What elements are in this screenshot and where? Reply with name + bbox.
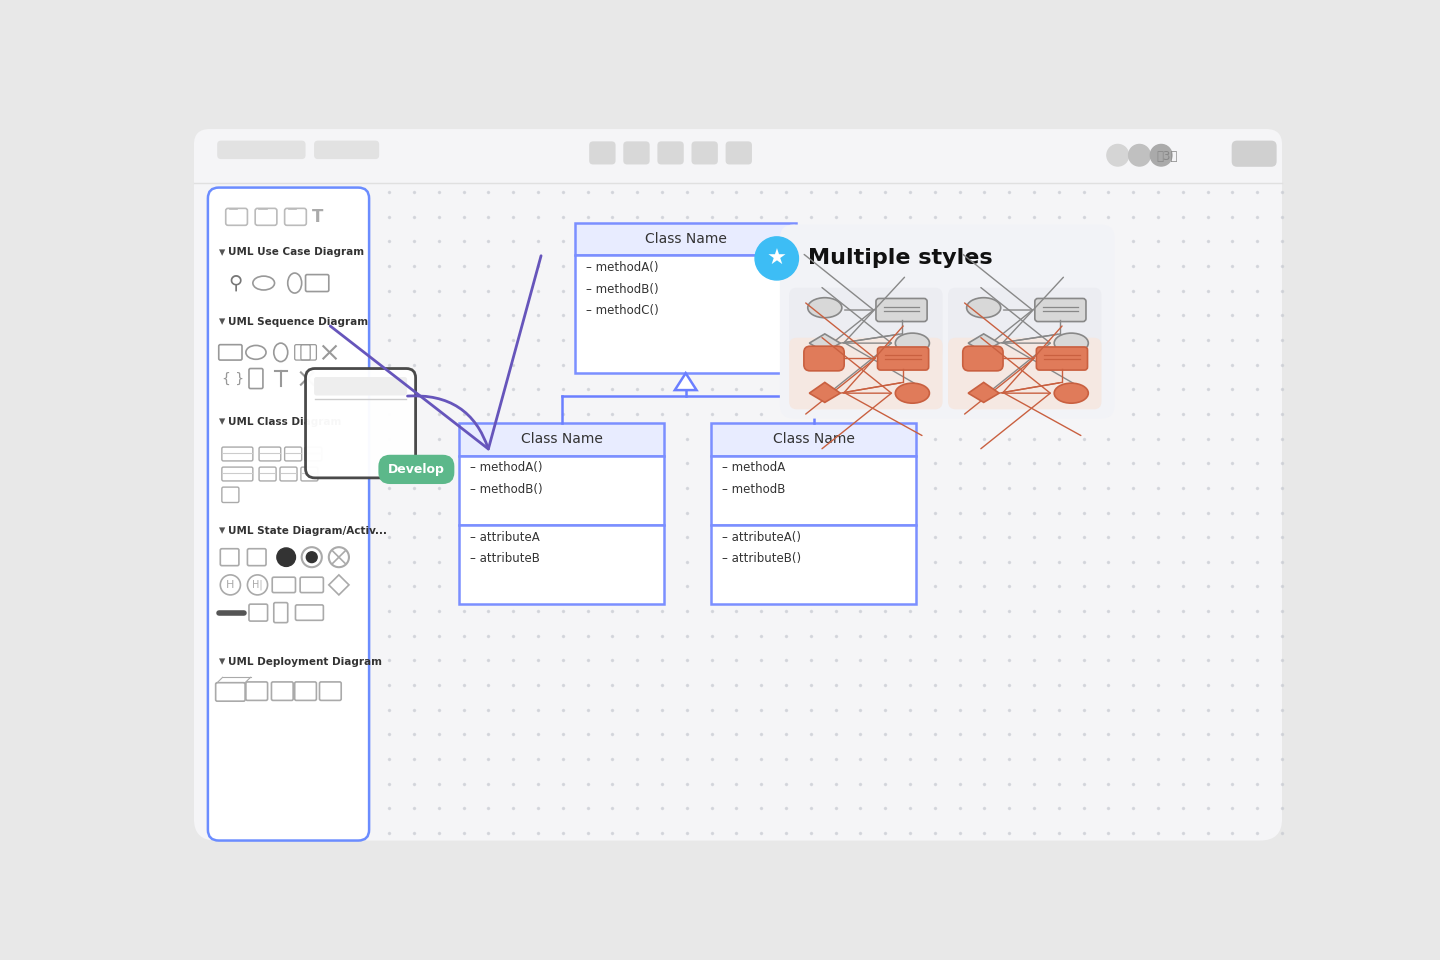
- FancyBboxPatch shape: [589, 141, 615, 164]
- FancyBboxPatch shape: [314, 140, 379, 159]
- FancyBboxPatch shape: [575, 255, 796, 373]
- Polygon shape: [809, 334, 841, 352]
- FancyBboxPatch shape: [459, 423, 664, 456]
- Text: UML Deployment Diagram: UML Deployment Diagram: [228, 657, 382, 667]
- Text: Multiple styles: Multiple styles: [808, 249, 992, 269]
- Text: Class Name: Class Name: [645, 232, 727, 246]
- Text: – methodA(): – methodA(): [586, 261, 658, 275]
- Text: Class Name: Class Name: [521, 432, 602, 446]
- Polygon shape: [968, 334, 999, 352]
- Text: UML State Diagram/Activ...: UML State Diagram/Activ...: [228, 526, 387, 536]
- FancyBboxPatch shape: [379, 455, 455, 484]
- Text: ▾: ▾: [219, 524, 225, 538]
- Text: Class Name: Class Name: [773, 432, 854, 446]
- Text: ▾: ▾: [219, 656, 225, 668]
- Ellipse shape: [896, 383, 929, 403]
- Text: UML Use Case Diagram: UML Use Case Diagram: [228, 248, 364, 257]
- Text: UML Sequence Diagram: UML Sequence Diagram: [228, 317, 369, 326]
- Text: Develop: Develop: [387, 463, 445, 476]
- Text: – methodB: – methodB: [721, 483, 785, 496]
- Ellipse shape: [1054, 383, 1089, 403]
- FancyBboxPatch shape: [948, 288, 1102, 359]
- Ellipse shape: [808, 298, 842, 318]
- Ellipse shape: [966, 298, 1001, 318]
- FancyBboxPatch shape: [789, 288, 943, 359]
- Text: – attributeA(): – attributeA(): [721, 531, 801, 543]
- Polygon shape: [675, 373, 697, 390]
- FancyBboxPatch shape: [1231, 140, 1277, 167]
- Text: ★: ★: [766, 249, 786, 269]
- FancyBboxPatch shape: [726, 141, 752, 164]
- Circle shape: [276, 548, 295, 566]
- Text: T: T: [312, 208, 324, 226]
- FancyBboxPatch shape: [1035, 299, 1086, 322]
- Text: { }: { }: [222, 372, 243, 386]
- FancyBboxPatch shape: [314, 377, 408, 396]
- FancyBboxPatch shape: [804, 347, 844, 371]
- FancyBboxPatch shape: [877, 347, 929, 370]
- FancyBboxPatch shape: [780, 225, 1115, 419]
- Text: – attributeA: – attributeA: [469, 531, 540, 543]
- FancyBboxPatch shape: [963, 347, 1004, 371]
- FancyBboxPatch shape: [217, 140, 305, 159]
- FancyBboxPatch shape: [658, 141, 684, 164]
- Circle shape: [1129, 144, 1151, 166]
- Circle shape: [307, 552, 317, 563]
- Ellipse shape: [1054, 333, 1089, 353]
- Text: H|: H|: [252, 580, 264, 590]
- Circle shape: [755, 237, 798, 280]
- FancyBboxPatch shape: [459, 525, 664, 604]
- FancyBboxPatch shape: [1037, 347, 1087, 370]
- Text: 共3人: 共3人: [1156, 151, 1178, 163]
- FancyBboxPatch shape: [194, 129, 1282, 841]
- Polygon shape: [809, 382, 841, 402]
- Circle shape: [1151, 144, 1172, 166]
- Text: ⚲: ⚲: [229, 274, 243, 293]
- FancyBboxPatch shape: [789, 338, 943, 409]
- FancyBboxPatch shape: [624, 141, 649, 164]
- FancyBboxPatch shape: [948, 338, 1102, 409]
- Text: – methodB(): – methodB(): [469, 483, 543, 496]
- Polygon shape: [968, 382, 999, 402]
- FancyBboxPatch shape: [305, 369, 416, 478]
- Text: ▾: ▾: [219, 415, 225, 428]
- FancyBboxPatch shape: [691, 141, 719, 164]
- FancyBboxPatch shape: [459, 456, 664, 525]
- Circle shape: [1107, 144, 1129, 166]
- Ellipse shape: [896, 333, 929, 353]
- FancyBboxPatch shape: [711, 456, 916, 525]
- FancyBboxPatch shape: [194, 129, 1282, 184]
- FancyBboxPatch shape: [876, 299, 927, 322]
- Text: – attributeB(): – attributeB(): [721, 552, 801, 565]
- FancyBboxPatch shape: [711, 423, 916, 456]
- Text: ▾: ▾: [219, 315, 225, 328]
- Text: – methodB(): – methodB(): [586, 282, 658, 296]
- Text: – methodC(): – methodC(): [586, 304, 660, 317]
- Text: H: H: [226, 580, 235, 589]
- Text: UML Class Diagram: UML Class Diagram: [228, 417, 341, 426]
- Text: – methodA: – methodA: [721, 462, 785, 474]
- Text: – methodA(): – methodA(): [469, 462, 543, 474]
- Text: ▾: ▾: [219, 246, 225, 259]
- FancyBboxPatch shape: [575, 223, 796, 255]
- FancyBboxPatch shape: [207, 187, 369, 841]
- FancyBboxPatch shape: [711, 525, 916, 604]
- Text: – attributeB: – attributeB: [469, 552, 540, 565]
